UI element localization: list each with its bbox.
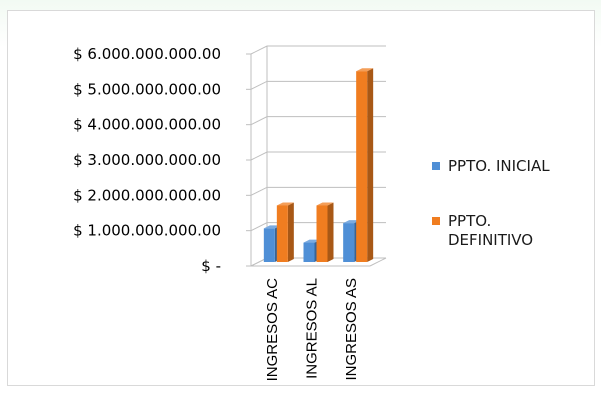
y-tick-label: $ 1.000.000.000.00: [73, 222, 221, 240]
y-tick-label: $ 6.000.000.000.00: [73, 45, 221, 63]
y-tick-label: $ 3.000.000.000.00: [73, 151, 221, 169]
axis-layer: [246, 46, 387, 267]
chart-frame: $ - $ 1.000.000.000.00 $ 2.000.000.000.00 $…: [7, 10, 595, 386]
bar-chart: $ - $ 1.000.000.000.00 $ 2.000.000.000.00 $…: [73, 45, 550, 382]
bar-ppto-definitivo-3: [356, 68, 374, 262]
legend-label: PPTO. INICIAL: [448, 157, 550, 175]
legend-swatch: [432, 217, 440, 225]
y-axis-tick-labels: $ - $ 1.000.000.000.00 $ 2.000.000.000.00 $…: [73, 45, 221, 275]
x-category-label: INGRESOS AS: [343, 278, 360, 381]
legend-item-ppto-inicial: PPTO. INICIAL: [432, 157, 550, 175]
y-tick-label: $ 5.000.000.000.00: [73, 80, 221, 98]
legend-swatch: [432, 162, 440, 170]
legend: PPTO. INICIAL PPTO.DEFINITIVO: [432, 157, 550, 249]
y-tick-label: $ 4.000.000.000.00: [73, 116, 221, 134]
x-axis-category-labels: INGRESOS AC INGRESOS AL INGRESOS AS: [264, 278, 360, 382]
x-category-label: INGRESOS AC: [264, 278, 281, 382]
x-category-label: INGRESOS AL: [304, 278, 321, 379]
gridline: [250, 45, 386, 55]
legend-label: DEFINITIVO: [448, 231, 533, 249]
legend-item-ppto-definitivo: PPTO.DEFINITIVO: [432, 212, 533, 249]
bar-ppto-definitivo-2: [316, 202, 334, 262]
bar-ppto-definitivo-1: [276, 202, 294, 262]
y-tick-label: $ 2.000.000.000.00: [73, 186, 221, 204]
axis-line: [369, 257, 387, 267]
y-tick-label: $ -: [201, 257, 221, 275]
bar-layer: [263, 68, 374, 262]
legend-label: PPTO.: [448, 212, 491, 230]
